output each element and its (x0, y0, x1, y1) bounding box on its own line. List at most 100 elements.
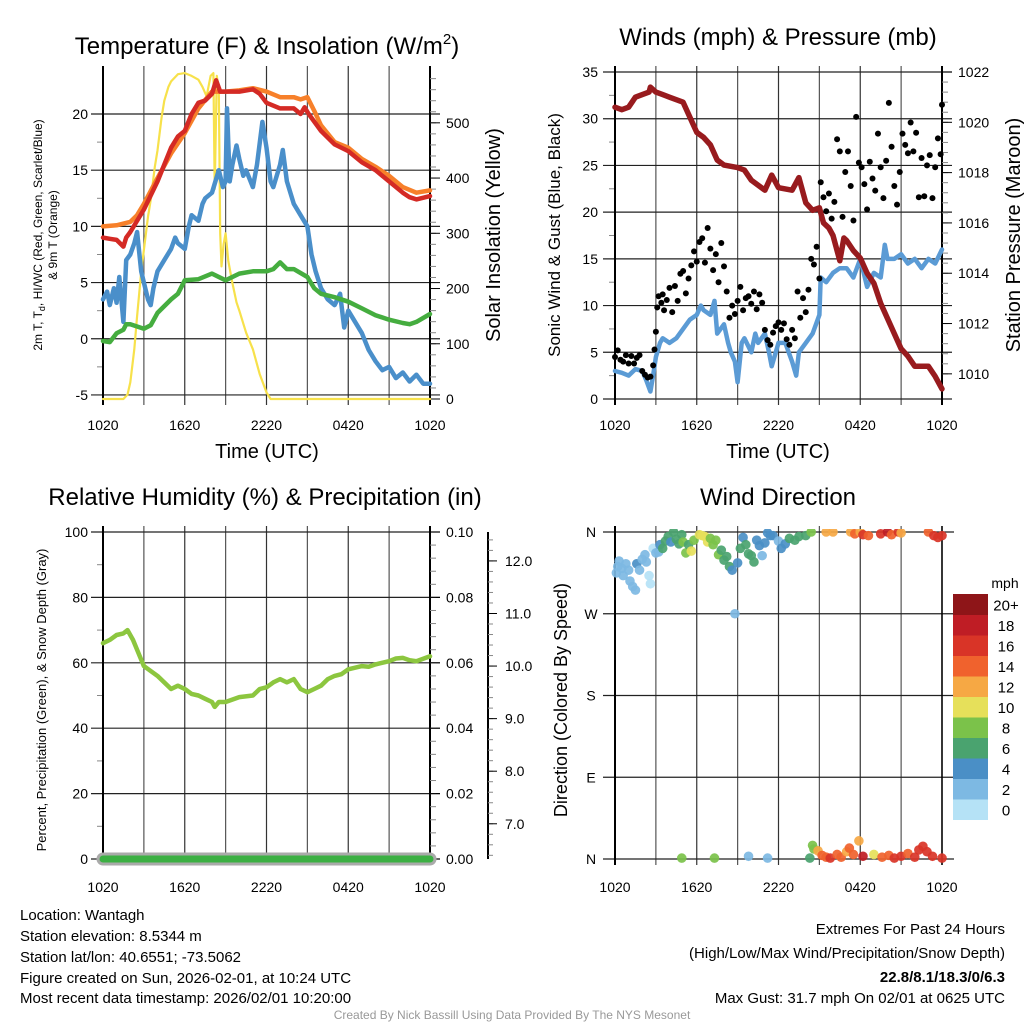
x-tick-label: 1620 (169, 879, 200, 895)
legend-label: 2 (1002, 782, 1010, 799)
right-tick-label: 400 (446, 170, 470, 186)
legend-swatch (953, 676, 988, 697)
right-tick-label: 1020 (958, 114, 989, 130)
max-gust-text: Max Gust: 31.7 mph On 02/01 at 0625 UTC (715, 990, 1005, 1007)
legend-swatch (953, 614, 988, 636)
dewpoint-line (100, 260, 433, 345)
gust-point (810, 261, 817, 268)
y-tick-label: 10 (582, 298, 598, 314)
winds-title: Winds (mph) & Pressure (mb) (619, 24, 936, 51)
gust-point (802, 309, 809, 316)
gust-point (855, 159, 862, 166)
gust-point (924, 162, 931, 169)
gust-point (691, 248, 698, 255)
wind-direction-point (937, 853, 947, 863)
right-tick-label: 1016 (958, 215, 989, 231)
insolation-y-label: Solar Insolation (Yellow) (483, 128, 505, 342)
x-tick-label: 2220 (763, 417, 794, 433)
right-tick-label: 0.00 (446, 851, 473, 867)
legend-swatch (953, 799, 988, 820)
y-tick-label: 5 (80, 275, 88, 291)
station-pressure-line (612, 84, 945, 392)
wind-direction-point (709, 853, 720, 863)
wind-direction-point (760, 538, 770, 548)
gust-point (620, 358, 627, 365)
y-tick-label: 5 (590, 344, 598, 360)
latlon-text: Station lat/lon: 40.6551; -73.5062 (20, 949, 241, 966)
y-tick-label: N (586, 851, 596, 867)
legend-swatch (953, 758, 988, 779)
gust-point (844, 148, 851, 155)
wind-direction-point (869, 849, 879, 860)
y-tick-label: 25 (582, 157, 598, 173)
gust-point (685, 275, 692, 282)
gust-point (866, 158, 873, 165)
snow-tick-label: 7.0 (505, 816, 525, 832)
y-tick-label: S (586, 688, 595, 704)
x-tick-label: 1620 (681, 417, 712, 433)
y-tick-label: 15 (582, 251, 598, 267)
gust-point (808, 255, 815, 262)
wind-direction-point (640, 549, 650, 560)
wind-direction-point (732, 558, 743, 568)
legend-swatch (953, 737, 988, 759)
wind-direction-point (743, 851, 754, 862)
2m-t-line (100, 78, 433, 249)
right-tick-label: 300 (446, 225, 470, 241)
x-tick-label: 2220 (251, 879, 282, 895)
gust-point (831, 198, 838, 205)
wind-direction-point (937, 530, 947, 541)
wind-direction-point (927, 851, 938, 862)
gust-point (929, 195, 936, 202)
y-tick-label: 10 (72, 218, 88, 234)
relative-humidity-line (100, 627, 433, 710)
y-tick-label: 40 (72, 720, 88, 736)
legend-label: 8 (1002, 720, 1010, 737)
gust-point (767, 341, 774, 348)
gust-point (647, 373, 654, 380)
humidity-panel: Relative Humidity (%) & Precipitation (i… (34, 484, 532, 895)
gust-point (825, 190, 832, 197)
gust-point (750, 288, 757, 295)
gust-point (731, 310, 738, 317)
gust-point (783, 336, 790, 343)
gust-point (794, 288, 801, 295)
gust-point (918, 154, 925, 161)
y-tick-label: 35 (582, 64, 598, 80)
wind-direction-title: Wind Direction (700, 484, 856, 511)
gust-point (723, 288, 730, 295)
extremes-title: Extremes For Past 24 Hours (816, 921, 1005, 938)
gust-point (764, 337, 771, 344)
wind-direction-point (676, 529, 687, 540)
snow-tick-label: 12.0 (505, 553, 532, 569)
gust-point (625, 360, 632, 367)
temperature-title: Temperature (F) & Insolation (W/m2) (75, 31, 459, 60)
legend-label: 16 (998, 638, 1015, 655)
series-layer (612, 84, 945, 394)
y-tick-label: 80 (72, 589, 88, 605)
y-tick-label: 100 (65, 524, 89, 540)
gust-point (820, 194, 827, 201)
gust-point (904, 150, 911, 157)
x-tick-label: 1020 (926, 417, 957, 433)
legend-label: 12 (998, 679, 1015, 696)
gust-point (836, 148, 843, 155)
wind-direction-point (676, 853, 687, 863)
gust-point (652, 328, 659, 335)
snow-tick-label: 11.0 (505, 605, 531, 621)
gust-point (701, 259, 708, 266)
wind-direction-point (741, 539, 751, 550)
gust-point (932, 164, 939, 171)
grid (603, 526, 954, 865)
gust-point (877, 164, 884, 171)
gust-point (734, 297, 741, 304)
right-tick-label: 0.06 (446, 655, 473, 671)
legend-swatch (953, 655, 988, 677)
x-tick-label: 2220 (763, 879, 794, 895)
legend-label: 10 (998, 700, 1015, 717)
x-tick-label: 1020 (87, 879, 118, 895)
snow-tick-label: 10.0 (505, 658, 532, 674)
snow-tick-label: 8.0 (505, 763, 525, 779)
extremes-legend: (High/Low/Max Wind/Precipitation/Snow De… (689, 945, 1005, 962)
